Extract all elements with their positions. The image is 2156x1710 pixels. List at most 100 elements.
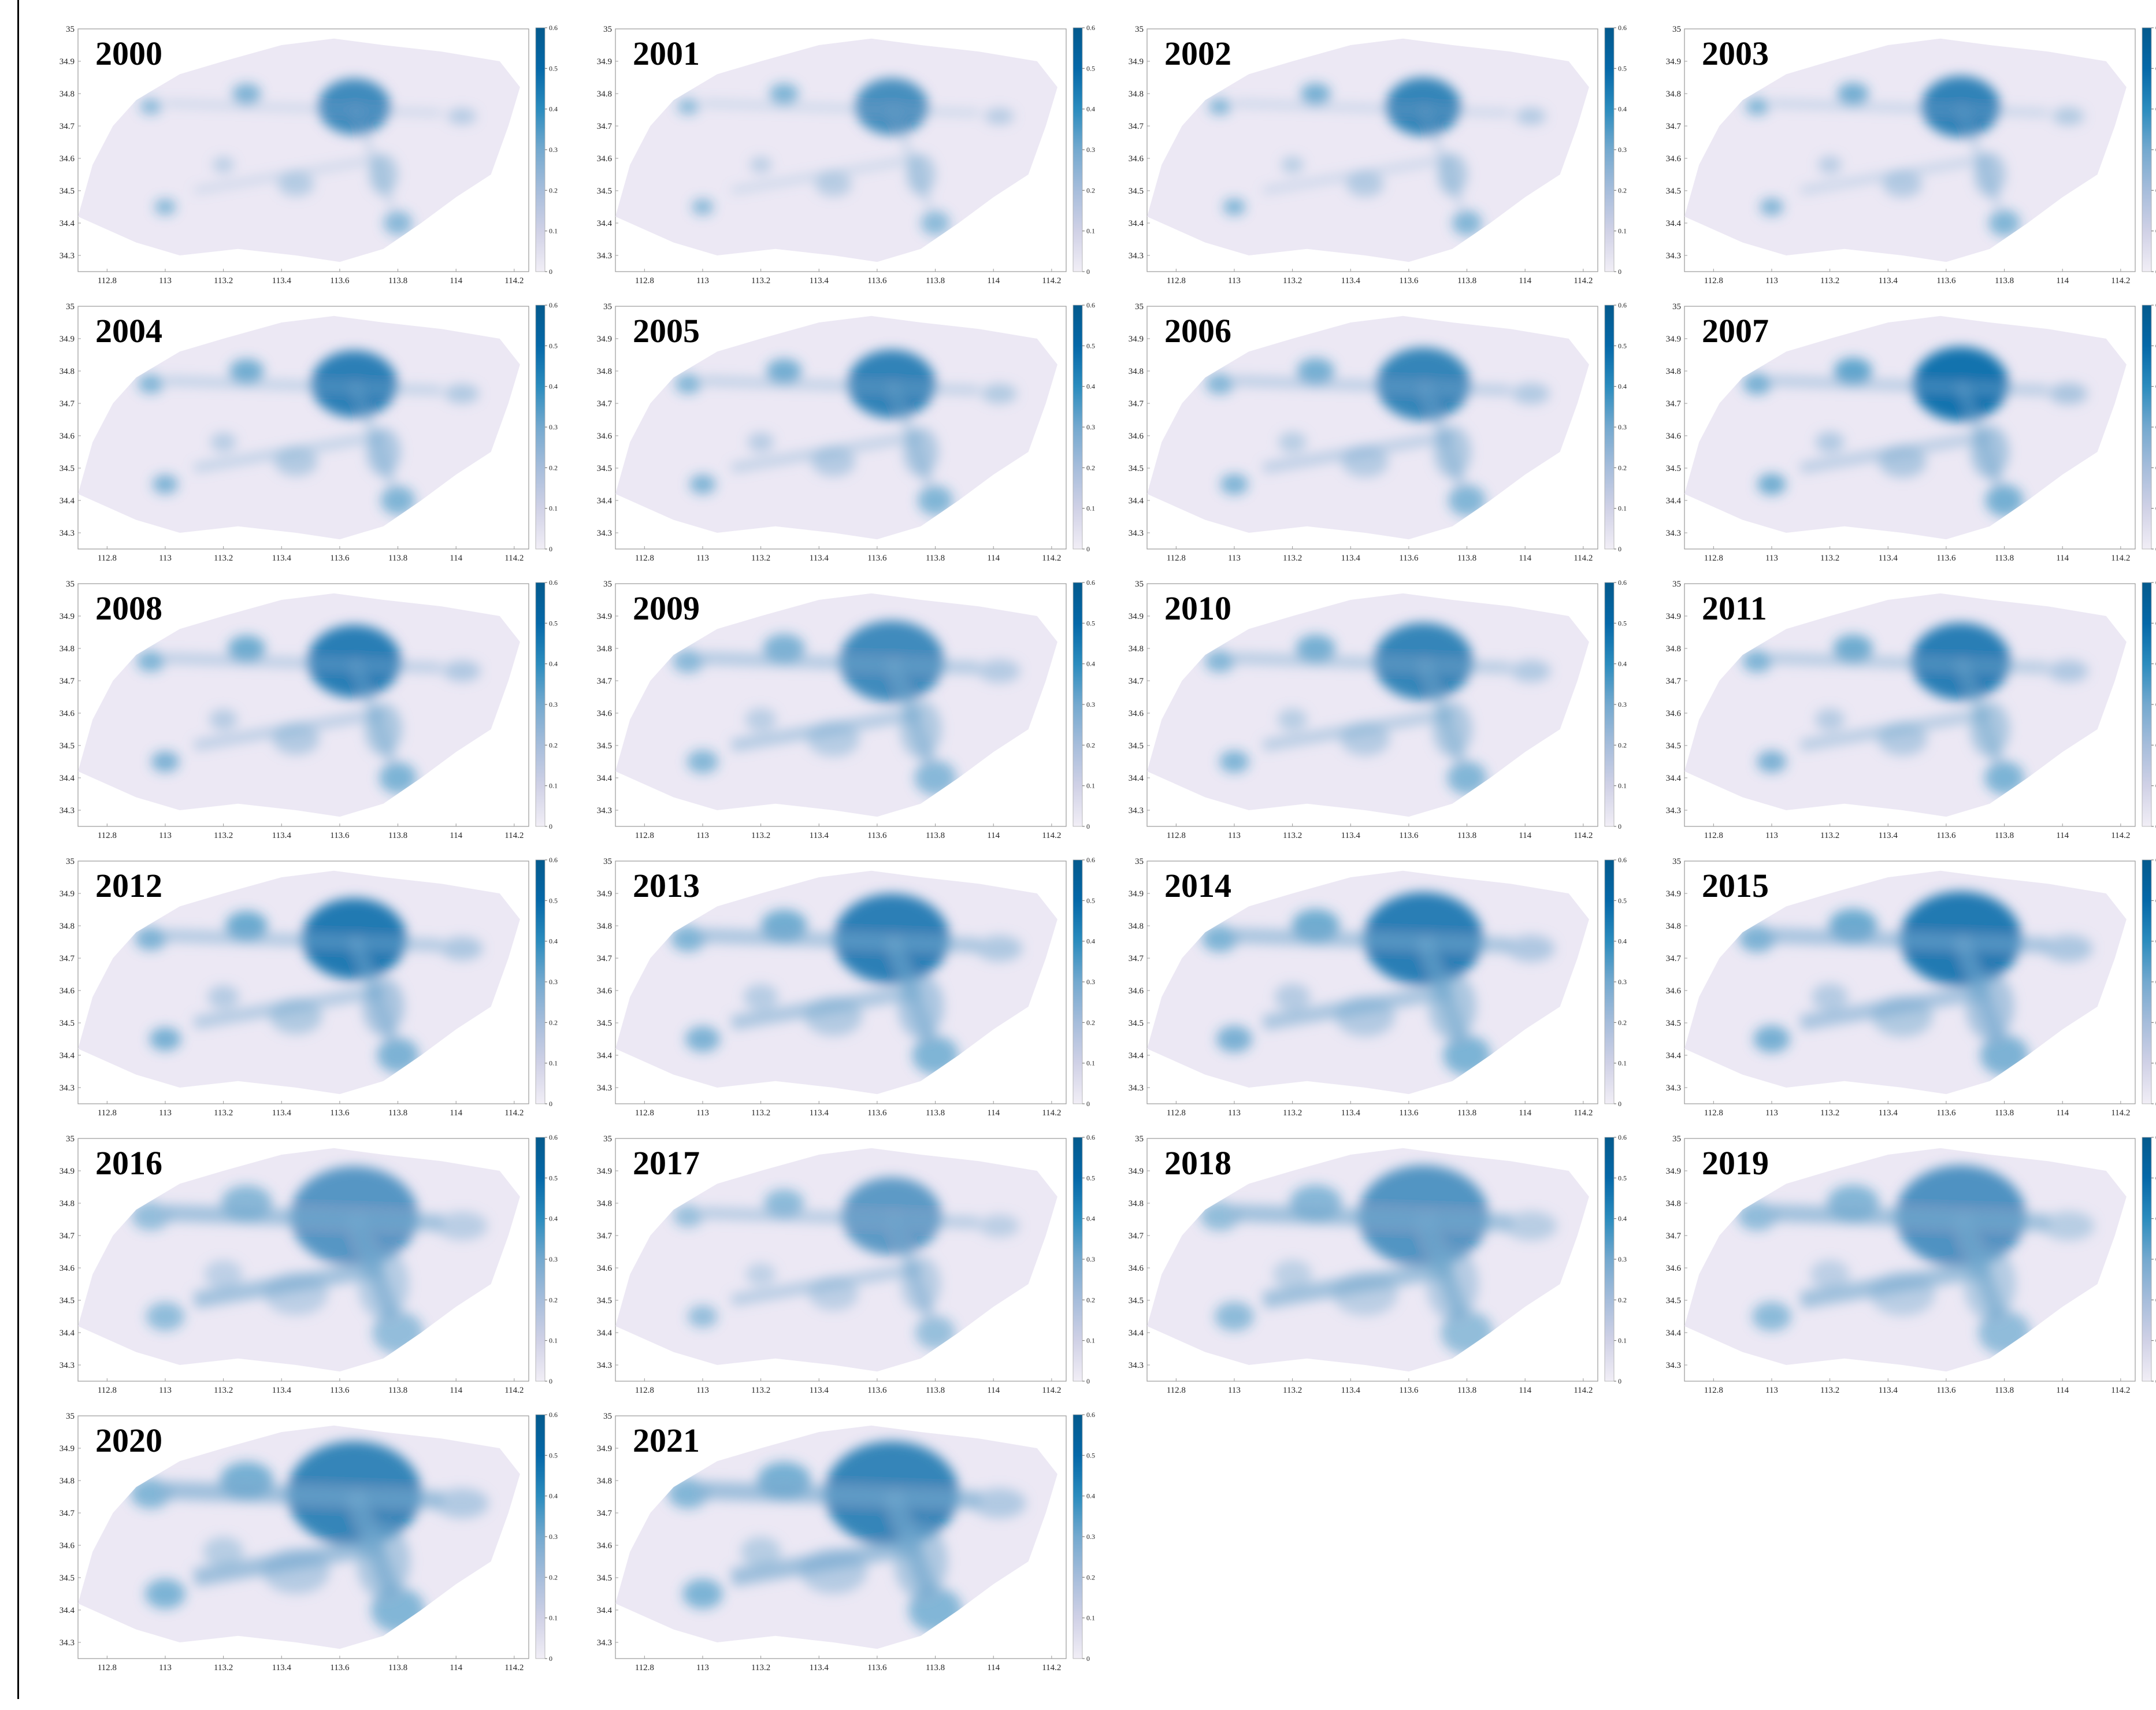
y-tick-label: 35 — [1135, 580, 1144, 589]
y-tick-label: 34.5 — [597, 1296, 612, 1305]
y-tick-label: 34.3 — [60, 806, 75, 815]
colorbar-tick-label: 0.1 — [1086, 227, 1095, 235]
x-tick-label: 114.2 — [1042, 276, 1061, 285]
year-label: 2017 — [633, 1144, 700, 1182]
y-tick-label: 34.6 — [1129, 154, 1144, 164]
urban-cluster — [145, 1579, 185, 1609]
urban-corridor — [165, 929, 442, 952]
urban-cluster — [229, 359, 264, 383]
x-tick-label: 113.6 — [1399, 276, 1419, 285]
urban-corridor — [702, 376, 979, 395]
x-tick-label: 112.8 — [1704, 831, 1723, 840]
year-label: 2015 — [1702, 867, 1769, 904]
y-tick-label: 34.9 — [597, 612, 612, 621]
x-tick-label: 113.8 — [1457, 831, 1476, 840]
colorbar-tick-label: 0.4 — [549, 660, 558, 668]
colorbar-tick-label: 0.1 — [1618, 505, 1627, 513]
colorbar — [2142, 582, 2152, 827]
year-label: 2016 — [95, 1144, 162, 1182]
x-tick-label: 114 — [987, 554, 1000, 563]
y-tick-label: 34.3 — [1129, 529, 1144, 538]
map-panel-2020: 112.8 113 113.2 113.4 113.6 113.8 114 114.2 34.3… — [23, 1399, 561, 1673]
x-tick-label: 113.6 — [330, 276, 350, 285]
urban-cluster — [1208, 98, 1231, 115]
intensity-layer — [1208, 77, 1546, 236]
colorbar-tick-label: 0.5 — [1086, 619, 1095, 627]
colorbar — [1073, 582, 1083, 827]
x-tick-label: 113.2 — [1820, 554, 1839, 563]
y-tick-label: 34.9 — [597, 1167, 612, 1176]
x-tick-label: 113.8 — [1457, 554, 1476, 563]
colorbar-tick-label: 0.1 — [549, 782, 558, 790]
y-tick-label: 34.4 — [597, 774, 613, 783]
y-tick-label: 34.4 — [597, 1606, 613, 1615]
y-tick-label: 34.7 — [1129, 122, 1144, 131]
urban-cluster — [1452, 210, 1482, 236]
x-tick-label: 113.4 — [1341, 276, 1361, 285]
map-svg: 112.8 113 113.2 113.4 113.6 113.8 114 114.2 34.3… — [60, 1411, 558, 1672]
y-tick-label: 34.3 — [60, 1361, 75, 1370]
colorbar-tick-label: 0.1 — [549, 505, 558, 513]
x-tick-label: 113.8 — [926, 1108, 945, 1118]
x-tick-label: 114.2 — [2111, 554, 2130, 563]
y-tick-label: 34.5 — [1129, 741, 1144, 751]
urban-cluster — [1200, 1201, 1240, 1231]
y-tick-label: 34.3 — [60, 1638, 75, 1648]
y-tick-label: 34.8 — [1129, 1199, 1144, 1208]
urban-cluster — [1812, 983, 1849, 1011]
x-tick-label: 112.8 — [635, 276, 654, 285]
x-tick-label: 113.8 — [1457, 1108, 1476, 1118]
x-tick-label: 113.8 — [388, 1663, 407, 1672]
year-label: 2005 — [633, 312, 700, 350]
urban-cluster — [1984, 761, 2024, 795]
x-tick-label: 112.8 — [1704, 1386, 1723, 1395]
x-tick-label: 113 — [1228, 276, 1241, 285]
year-label: 2021 — [633, 1422, 700, 1459]
colorbar-tick-label: 0.2 — [1618, 463, 1627, 472]
y-tick-label: 34.6 — [597, 709, 613, 718]
x-tick-label: 113.6 — [1936, 276, 1956, 285]
y-tick-label: 34.5 — [60, 1019, 75, 1028]
y-tick-label: 34.4 — [1666, 496, 1682, 506]
x-tick-label: 113.2 — [214, 276, 233, 285]
y-tick-label: 35 — [1135, 857, 1144, 866]
urban-corridor — [351, 105, 395, 208]
x-tick-label: 113.2 — [214, 1386, 233, 1395]
x-tick-label: 114 — [2056, 276, 2069, 285]
x-tick-label: 114.2 — [504, 831, 524, 840]
map-panel-2007: 112.8 113 113.2 113.4 113.6 113.8 114 114.2 34.3… — [1630, 289, 2156, 563]
urban-cluster — [1834, 358, 1872, 384]
map-panel-2008: 112.8 113 113.2 113.4 113.6 113.8 114 114.2 34.3… — [23, 566, 561, 841]
intensity-layer — [677, 78, 1014, 236]
y-tick-label: 34.9 — [597, 1444, 612, 1453]
x-tick-label: 113.6 — [1936, 1108, 1956, 1118]
urban-cluster — [1757, 750, 1787, 773]
y-tick-label: 35 — [66, 857, 75, 866]
x-tick-label: 113.2 — [1820, 831, 1839, 840]
urban-cluster — [1223, 198, 1246, 216]
y-tick-label: 34.3 — [597, 1638, 612, 1648]
x-tick-label: 113 — [1228, 831, 1241, 840]
y-tick-label: 34.7 — [1666, 954, 1682, 963]
y-tick-label: 34.3 — [597, 529, 612, 538]
urban-cluster — [228, 635, 266, 662]
y-tick-label: 34.5 — [60, 464, 75, 473]
x-tick-label: 113.6 — [1399, 554, 1419, 563]
urban-cluster — [1386, 77, 1461, 136]
urban-cluster — [1737, 1201, 1777, 1231]
region-fill — [78, 593, 520, 817]
x-tick-label: 112.8 — [635, 1108, 654, 1118]
y-tick-label: 34.4 — [60, 496, 75, 506]
urban-cluster — [670, 926, 706, 952]
x-tick-label: 113 — [1765, 1386, 1778, 1395]
y-tick-label: 34.5 — [1129, 187, 1144, 196]
colorbar — [535, 305, 546, 550]
x-tick-label: 114 — [450, 1108, 462, 1118]
map-panel-2000: 112.8 113 113.2 113.4 113.6 113.8 114 114.2 34.3… — [23, 12, 561, 286]
y-tick-label: 34.6 — [1129, 1264, 1144, 1273]
map-svg: 112.8 113 113.2 113.4 113.6 113.8 114 114.2 34.3… — [60, 301, 558, 563]
colorbar-tick-label: 0 — [549, 268, 552, 276]
map-svg: 112.8 113 113.2 113.4 113.6 113.8 114 114.2 34.3… — [60, 578, 558, 840]
y-tick-label: 34.3 — [1129, 251, 1144, 261]
x-tick-label: 113.2 — [214, 831, 233, 840]
